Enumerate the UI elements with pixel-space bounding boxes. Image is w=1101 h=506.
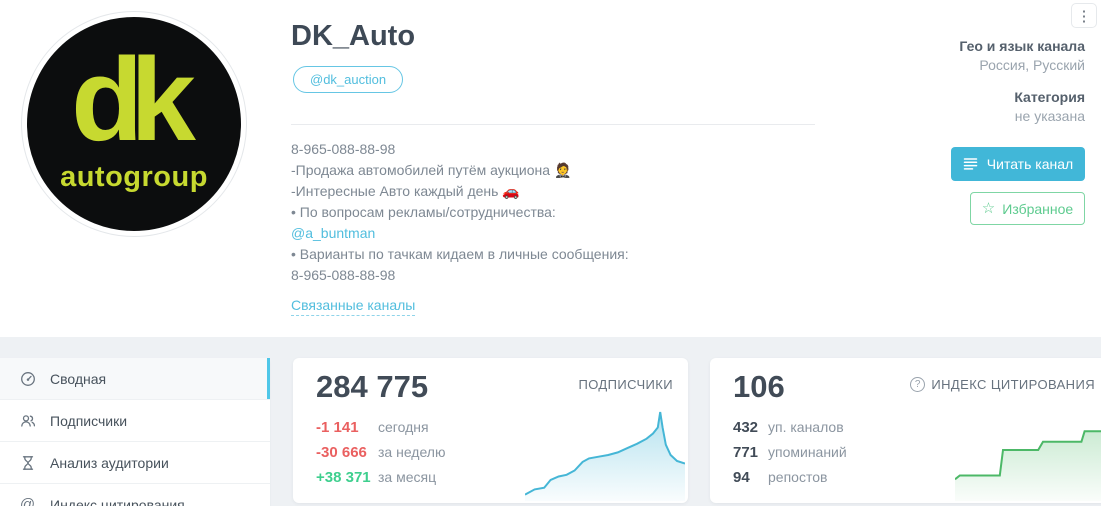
channel-description: 8-965-088-88-98 -Продажа автомобилей пут… [291, 139, 629, 286]
sidebar-item-label: Сводная [50, 370, 107, 387]
citation-label-text: ИНДЕКС ЦИТИРОВАНИЯ [931, 377, 1095, 392]
channel-info-panel: Гео и язык канала Россия, Русский Катего… [959, 38, 1085, 124]
stat-value: +38 371 [316, 469, 371, 486]
stat-label: за неделю [378, 444, 446, 460]
sidebar: Сводная Подписчики Анализ а [0, 358, 270, 506]
analytics-section: Сводная Подписчики Анализ а [0, 337, 1101, 506]
description-line: • Варианты по тачкам кидаем в личные соо… [291, 246, 629, 262]
stat-value: 771 [733, 444, 759, 461]
description-line: • По вопросам рекламы/сотрудничества: [291, 204, 556, 220]
category-label: Категория [1014, 89, 1085, 105]
sidebar-item-audience-analysis[interactable]: Анализ аудитории [0, 442, 270, 484]
stat-row: 771 упоминаний [733, 444, 847, 461]
username-badge[interactable]: @dk_auction [293, 66, 404, 93]
avatar-subtitle: autogroup [60, 160, 208, 193]
category-value: не указана [1014, 108, 1085, 124]
read-channel-button[interactable]: Читать канал [951, 147, 1085, 181]
stat-label: упоминаний [768, 444, 847, 460]
stat-label: репостов [768, 469, 828, 485]
gauge-icon [19, 370, 36, 387]
geo-info-group: Гео и язык канала Россия, Русский [959, 38, 1085, 73]
mention-link[interactable]: @a_buntman [291, 225, 376, 241]
stat-row: -30 666 за неделю [316, 444, 445, 461]
users-icon [19, 412, 36, 429]
favorite-button[interactable]: ☆ Избранное [970, 192, 1085, 225]
hourglass-icon [19, 454, 36, 471]
citation-sparkline [955, 430, 1101, 501]
stat-value: -1 141 [316, 419, 359, 436]
stat-label: уп. каналов [768, 419, 844, 435]
sidebar-item-label: Подписчики [50, 412, 128, 429]
subscribers-card: 284 775 ПОДПИСЧИКИ -1 141 сегодня -30 66… [293, 358, 688, 503]
sidebar-item-subscribers[interactable]: Подписчики [0, 400, 270, 442]
read-channel-label: Читать канал [986, 156, 1074, 172]
stat-value: -30 666 [316, 444, 367, 461]
subscribers-sparkline [525, 411, 685, 501]
sidebar-item-summary[interactable]: Сводная [0, 358, 270, 400]
channel-avatar: dk autogroup [22, 12, 246, 236]
sidebar-item-label: Анализ аудитории [50, 454, 169, 471]
stat-value: 432 [733, 419, 759, 436]
geo-value: Россия, Русский [979, 57, 1085, 73]
sidebar-item-citation-index[interactable]: @ Индекс цитирования [0, 484, 270, 506]
citation-index-value: 106 [733, 369, 785, 404]
description-line: -Продажа автомобилей путём аукциона 🤵 [291, 162, 572, 178]
description-line: 8-965-088-88-98 [291, 141, 396, 157]
citation-index-card: 106 ? ИНДЕКС ЦИТИРОВАНИЯ 432 уп. каналов… [710, 358, 1101, 503]
favorite-label: Избранное [1002, 200, 1074, 217]
star-icon: ☆ [981, 200, 996, 217]
sidebar-item-label: Индекс цитирования [50, 496, 185, 506]
header-divider [291, 124, 815, 125]
related-channels-link[interactable]: Связанные каналы [291, 297, 416, 316]
citation-card-label: ? ИНДЕКС ЦИТИРОВАНИЯ [910, 377, 1095, 392]
subscribers-stats: -1 141 сегодня -30 666 за неделю +38 371… [316, 419, 445, 494]
citation-stats: 432 уп. каналов 771 упоминаний 94 репост… [733, 419, 847, 494]
at-icon: @ [19, 496, 36, 506]
question-icon[interactable]: ? [910, 377, 926, 392]
stat-label: за месяц [378, 469, 437, 485]
stat-row: +38 371 за месяц [316, 469, 445, 486]
text-lines-icon [963, 158, 978, 170]
channel-title: DK_Auto [291, 20, 416, 52]
stat-value: 94 [733, 469, 750, 486]
description-line: -Интересные Авто каждый день 🚗 [291, 183, 520, 199]
stat-row: 432 уп. каналов [733, 419, 847, 436]
stat-row: 94 репостов [733, 469, 847, 486]
subscribers-count: 284 775 [316, 369, 429, 404]
description-line: 8-965-088-88-98 [291, 267, 396, 283]
stat-row: -1 141 сегодня [316, 419, 445, 436]
category-info-group: Категория не указана [959, 89, 1085, 124]
more-menu-button[interactable]: ⋮ [1071, 3, 1097, 28]
channel-header: dk autogroup DK_Auto @dk_auction 8-965-0… [22, 3, 1097, 316]
kebab-menu-icon: ⋮ [1076, 7, 1092, 25]
avatar-monogram: dk [71, 33, 196, 166]
subscribers-card-label: ПОДПИСЧИКИ [578, 377, 673, 392]
stat-label: сегодня [378, 419, 429, 435]
geo-label: Гео и язык канала [959, 38, 1085, 54]
